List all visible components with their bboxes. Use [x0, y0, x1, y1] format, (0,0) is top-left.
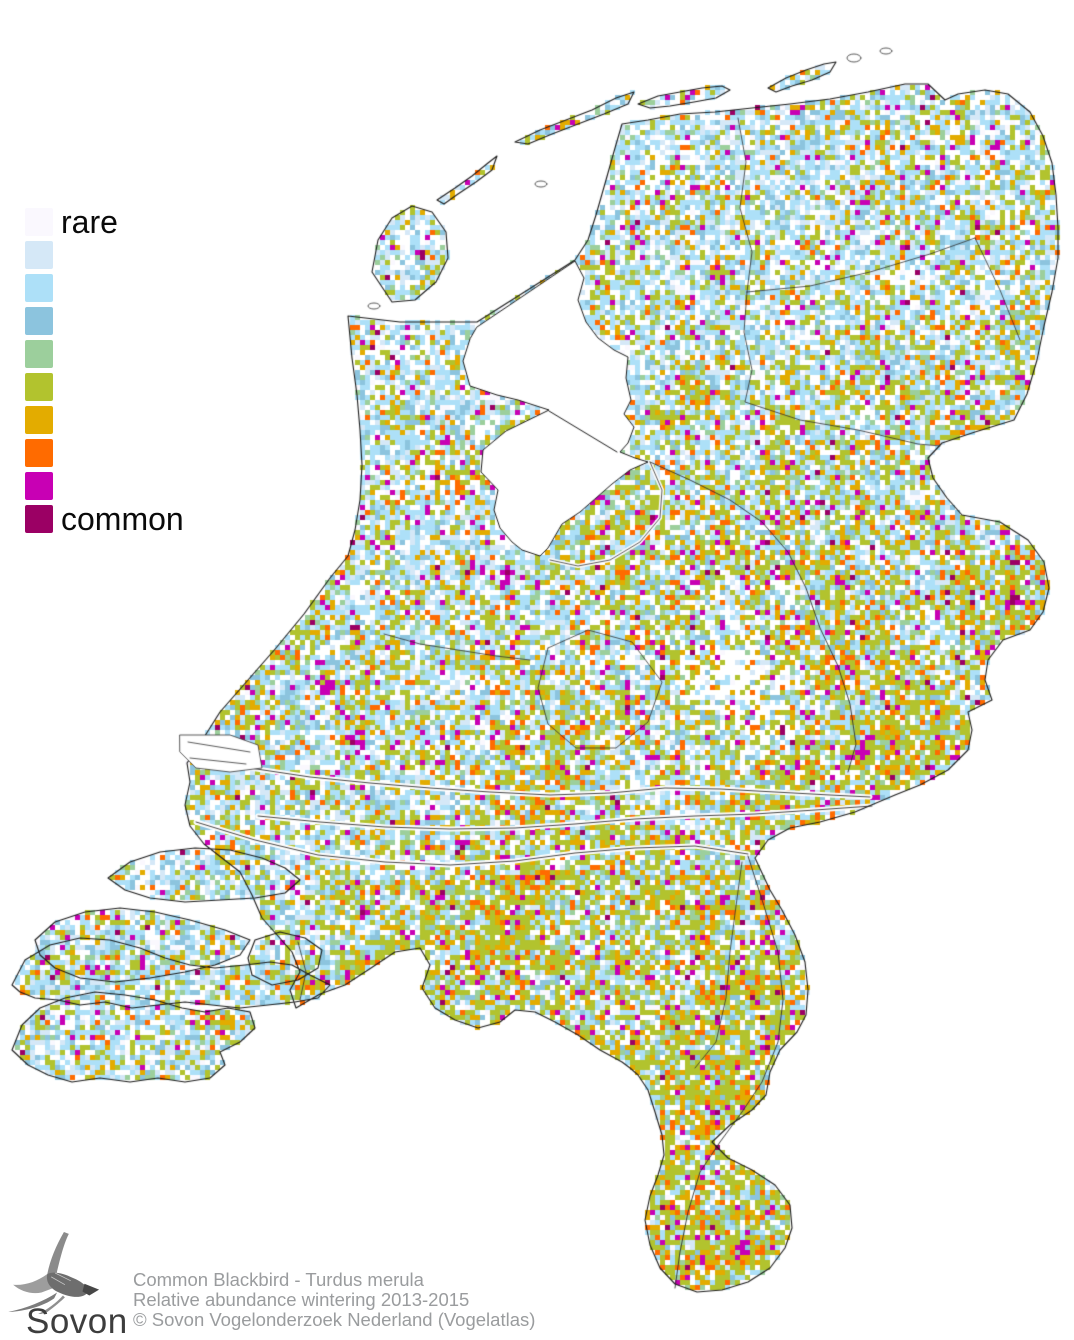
legend-swatch-class-1-rare — [25, 207, 53, 236]
legend-row — [25, 304, 184, 337]
legend-row — [25, 271, 184, 304]
legend-row: rare — [25, 205, 184, 238]
caption-subject: Relative abundance wintering 2013-2015 — [133, 1289, 470, 1310]
legend-swatch-class-2 — [25, 240, 53, 269]
sovon-logo-text: Sovon — [26, 1302, 128, 1340]
legend-row — [25, 337, 184, 370]
legend-swatch-class-10-common — [25, 504, 53, 533]
legend-label-common: common — [61, 500, 184, 537]
legend-swatch-class-9 — [25, 471, 53, 500]
legend-swatch-class-7 — [25, 405, 53, 434]
map-caption: Common Blackbird - Turdus merula Relativ… — [133, 1270, 535, 1330]
legend-row: common — [25, 502, 184, 535]
legend-swatch-class-3 — [25, 273, 53, 302]
abundance-legend: rare common — [25, 205, 184, 535]
legend-swatch-class-5 — [25, 339, 53, 368]
caption-copyright: © Sovon Vogelonderzoek Nederland (Vogela… — [133, 1309, 536, 1330]
legend-row — [25, 370, 184, 403]
legend-row — [25, 238, 184, 271]
legend-row — [25, 436, 184, 469]
legend-row — [25, 403, 184, 436]
legend-swatch-class-6 — [25, 372, 53, 401]
legend-label-rare: rare — [61, 203, 118, 240]
sovon-logo-bird-icon — [8, 1231, 100, 1314]
caption-species: Common Blackbird - Turdus merula — [133, 1269, 424, 1290]
legend-row — [25, 469, 184, 502]
map-footer: Sovon Common Blackbird - Turdus merula R… — [0, 1228, 1074, 1340]
legend-swatch-class-4 — [25, 306, 53, 335]
legend-swatch-class-8 — [25, 438, 53, 467]
